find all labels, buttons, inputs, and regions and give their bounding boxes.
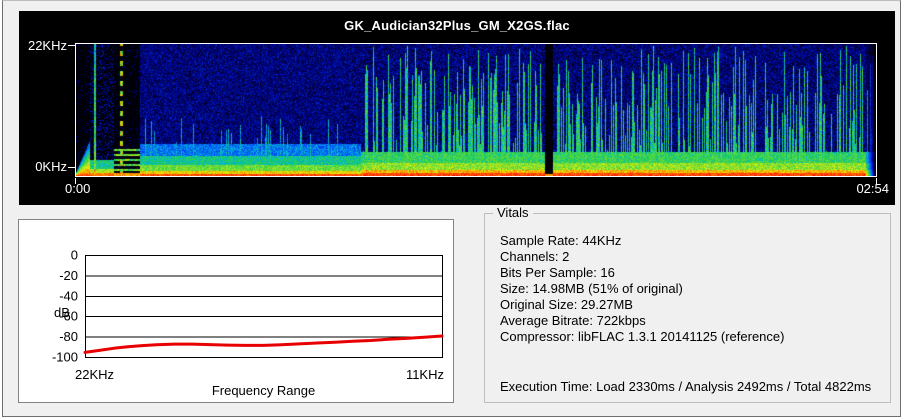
- vitals-line: Channels: 2: [500, 249, 570, 264]
- spectrogram-freq-min-label: 0KHz: [35, 159, 67, 174]
- frequency-chart: 0 -20 -40 -60 -80 -100 dB 22KHz 11KHz Frequency R…: [52, 248, 444, 399]
- spectrogram-freq-max-tick: [68, 45, 76, 46]
- y-axis-label: dB: [54, 305, 70, 320]
- spectrogram-canvas: [76, 44, 876, 176]
- spectrogram-panel: GK_Audician32Plus_GM_X2GS.flac 22KHz 0KH…: [19, 11, 895, 205]
- file-title: GK_Audician32Plus_GM_X2GS.flac: [344, 18, 570, 33]
- y-tick-label: -60: [59, 309, 78, 324]
- time-end-label: 02:54: [856, 181, 889, 196]
- vitals-legend: Vitals: [493, 206, 533, 220]
- vitals-line: Original Size: 29.27MB: [500, 297, 633, 312]
- x-axis-label: Frequency Range: [212, 383, 315, 398]
- vitals-lines: Sample Rate: 44KHz Channels: 2 Bits Per Sa…: [500, 233, 784, 345]
- time-end-tick: [876, 178, 877, 184]
- execution-time-label: Execution Time: Load 2330ms / Analysis 2…: [500, 379, 872, 394]
- vitals-line: Bits Per Sample: 16: [500, 265, 615, 280]
- spectrogram-plot-area: [75, 43, 877, 177]
- y-tick-label: -40: [59, 288, 78, 303]
- vitals-line: Average Bitrate: 722kbps: [500, 313, 646, 328]
- x-tick-left-label: 22KHz: [75, 367, 114, 382]
- frequency-power-line: [83, 334, 444, 354]
- x-tick-right-label: 11KHz: [406, 367, 444, 382]
- spectrogram-freq-min-tick: [68, 167, 76, 168]
- y-tick-label: 0: [71, 248, 78, 263]
- spectrogram-freq-max-label: 22KHz: [27, 38, 67, 53]
- y-tick-label: -20: [59, 268, 78, 283]
- vitals-line: Compressor: libFLAC 1.3.1 20141125 (refe…: [500, 329, 785, 344]
- frequency-chart-panel: 0 -20 -40 -60 -80 -100 dB 22KHz 11KHz Frequency R…: [18, 219, 454, 403]
- vitals-groupbox: Vitals Sample Rate: 44KHz Channels: 2 Bits…: [484, 206, 891, 403]
- time-start-tick: [75, 178, 76, 184]
- vitals-line: Sample Rate: 44KHz: [500, 233, 622, 248]
- vitals-line: Size: 14.98MB (51% of original): [500, 281, 683, 296]
- y-tick-label: -100: [52, 350, 78, 365]
- plot-border: [85, 255, 443, 358]
- y-tick-label: -80: [59, 329, 78, 344]
- time-start-label: 0:00: [65, 181, 91, 196]
